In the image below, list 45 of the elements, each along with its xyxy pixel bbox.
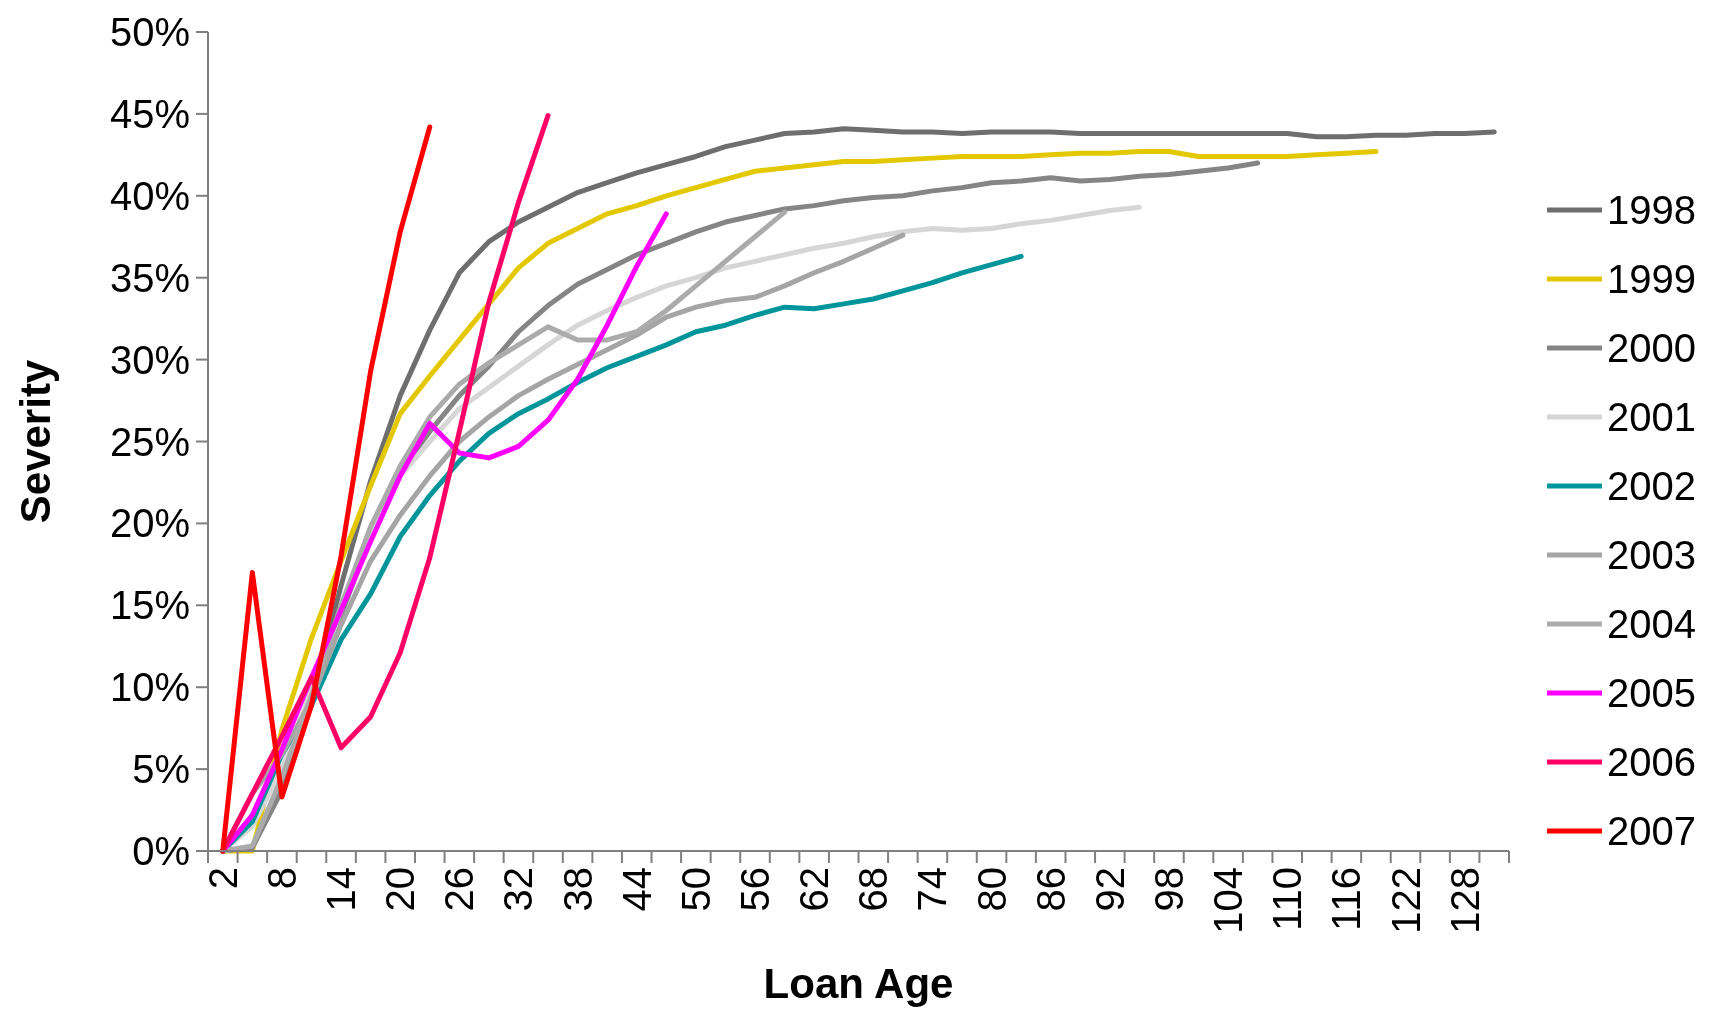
y-axis-title: Severity bbox=[12, 359, 59, 524]
legend-label: 2000 bbox=[1607, 326, 1696, 370]
y-tick-label: 10% bbox=[109, 665, 190, 710]
x-tick-label: 104 bbox=[1206, 867, 1251, 934]
legend-label: 2006 bbox=[1607, 740, 1696, 784]
legend-label: 2005 bbox=[1607, 671, 1696, 715]
x-tick-label: 50 bbox=[673, 867, 718, 912]
legend-label: 2004 bbox=[1607, 602, 1696, 646]
x-tick-label: 2 bbox=[200, 867, 245, 890]
y-tick-label: 20% bbox=[109, 501, 190, 546]
y-tick-label: 45% bbox=[109, 91, 190, 136]
x-tick-label: 14 bbox=[319, 867, 364, 912]
legend-label: 2002 bbox=[1607, 464, 1696, 508]
x-tick-label: 86 bbox=[1028, 867, 1073, 912]
x-tick-label: 32 bbox=[496, 867, 541, 912]
x-axis-title: Loan Age bbox=[763, 960, 954, 1007]
y-tick-label: 15% bbox=[109, 583, 190, 628]
legend-label: 2003 bbox=[1607, 533, 1696, 577]
x-tick-label: 68 bbox=[851, 867, 896, 912]
x-tick-label: 116 bbox=[1324, 867, 1369, 931]
y-tick-label: 25% bbox=[109, 419, 190, 464]
x-tick-label: 128 bbox=[1442, 867, 1487, 934]
x-tick-label: 26 bbox=[437, 867, 482, 912]
y-tick-label: 35% bbox=[109, 255, 190, 300]
x-tick-label: 80 bbox=[969, 867, 1014, 912]
x-tick-label: 56 bbox=[733, 867, 778, 912]
x-tick-label: 44 bbox=[614, 867, 659, 912]
legend-label: 2001 bbox=[1607, 395, 1696, 439]
x-tick-label: 92 bbox=[1087, 867, 1132, 912]
x-tick-label: 62 bbox=[792, 867, 837, 912]
x-tick-label: 110 bbox=[1265, 867, 1310, 931]
legend-label: 2007 bbox=[1607, 809, 1696, 853]
y-tick-label: 50% bbox=[109, 10, 190, 54]
y-tick-label: 30% bbox=[109, 337, 190, 382]
x-tick-label: 20 bbox=[378, 867, 423, 912]
x-tick-label: 98 bbox=[1146, 867, 1191, 912]
y-tick-label: 5% bbox=[132, 747, 190, 792]
x-tick-label: 38 bbox=[555, 867, 600, 912]
y-tick-label: 40% bbox=[109, 173, 190, 218]
x-tick-label: 122 bbox=[1383, 867, 1428, 934]
x-tick-label: 8 bbox=[259, 867, 304, 890]
legend-label: 1998 bbox=[1607, 188, 1696, 232]
legend-label: 1999 bbox=[1607, 257, 1696, 301]
y-tick-label: 0% bbox=[132, 829, 190, 873]
x-tick-label: 74 bbox=[910, 867, 955, 912]
